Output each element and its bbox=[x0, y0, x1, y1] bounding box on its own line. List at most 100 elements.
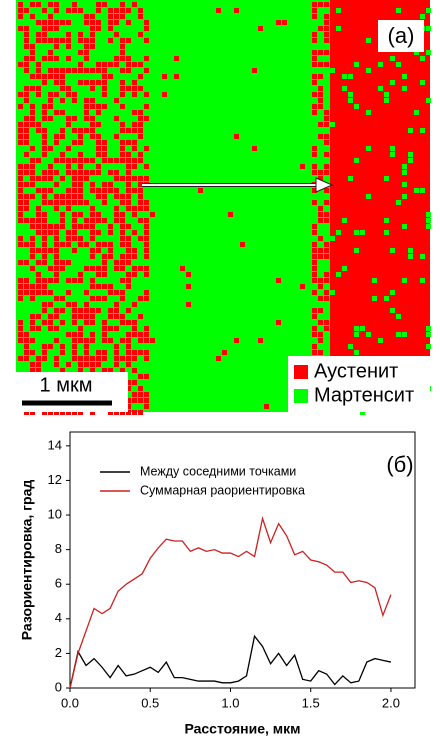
martensite-pixel bbox=[420, 278, 425, 283]
austenite-pixel bbox=[84, 44, 89, 49]
austenite-pixel bbox=[72, 68, 77, 73]
plot-frame bbox=[69, 431, 416, 689]
austenite-pixel bbox=[144, 146, 149, 151]
austenite-pixel bbox=[132, 326, 137, 331]
austenite-pixel bbox=[114, 356, 119, 361]
austenite-pixel bbox=[102, 350, 107, 355]
austenite-pixel bbox=[78, 410, 83, 415]
austenite-pixel bbox=[138, 152, 143, 157]
austenite-pixel bbox=[90, 368, 95, 373]
austenite-pixel bbox=[18, 140, 23, 145]
y-tick-label: 4 bbox=[55, 610, 62, 625]
austenite-pixel bbox=[24, 410, 29, 415]
austenite-pixel bbox=[324, 272, 329, 277]
martensite-pixel bbox=[390, 290, 395, 295]
austenite-pixel bbox=[312, 332, 317, 337]
austenite-pixel bbox=[36, 158, 41, 163]
austenite-pixel bbox=[312, 200, 317, 205]
austenite-pixel bbox=[66, 146, 71, 151]
austenite-pixel bbox=[138, 236, 143, 241]
austenite-pixel bbox=[78, 158, 83, 163]
austenite-pixel bbox=[42, 56, 47, 61]
legend-label: Суммарная раориентировка bbox=[140, 483, 305, 497]
austenite-pixel bbox=[84, 344, 89, 349]
austenite-pixel bbox=[114, 206, 119, 211]
austenite-pixel bbox=[138, 134, 143, 139]
austenite-pixel bbox=[96, 134, 101, 139]
austenite-pixel bbox=[48, 14, 53, 19]
austenite-pixel bbox=[114, 308, 119, 313]
austenite-pixel bbox=[90, 314, 95, 319]
austenite-pixel bbox=[318, 86, 323, 91]
martensite-pixel bbox=[396, 62, 401, 67]
martensite-pixel bbox=[336, 26, 341, 31]
martensite-pixel bbox=[354, 158, 359, 163]
austenite-pixel bbox=[48, 26, 53, 31]
austenite-pixel bbox=[120, 146, 125, 151]
austenite-pixel bbox=[90, 68, 95, 73]
austenite-pixel bbox=[60, 260, 65, 265]
austenite-pixel bbox=[186, 272, 191, 277]
austenite-pixel bbox=[42, 230, 47, 235]
austenite-pixel bbox=[24, 62, 29, 67]
austenite-pixel bbox=[48, 290, 53, 295]
austenite-pixel bbox=[60, 344, 65, 349]
austenite-pixel bbox=[84, 170, 89, 175]
martensite-pixel bbox=[402, 194, 407, 199]
austenite-pixel bbox=[66, 86, 71, 91]
austenite-pixel bbox=[132, 80, 137, 85]
austenite-pixel bbox=[60, 158, 65, 163]
austenite-pixel bbox=[144, 338, 149, 343]
austenite-pixel bbox=[312, 344, 317, 349]
austenite-pixel bbox=[144, 296, 149, 301]
austenite-pixel bbox=[30, 158, 35, 163]
austenite-pixel bbox=[66, 20, 71, 25]
austenite-pixel bbox=[54, 20, 59, 25]
austenite-pixel bbox=[102, 200, 107, 205]
austenite-pixel bbox=[72, 8, 77, 13]
austenite-pixel bbox=[162, 74, 167, 79]
austenite-pixel bbox=[30, 284, 35, 289]
austenite-pixel bbox=[42, 302, 47, 307]
austenite-pixel bbox=[72, 236, 77, 241]
austenite-pixel bbox=[72, 338, 77, 343]
austenite-pixel bbox=[120, 38, 125, 43]
austenite-pixel bbox=[42, 350, 47, 355]
austenite-pixel bbox=[24, 164, 29, 169]
austenite-pixel bbox=[18, 122, 23, 127]
martensite-pixel bbox=[426, 326, 431, 331]
austenite-pixel bbox=[42, 290, 47, 295]
austenite-pixel bbox=[108, 242, 113, 247]
austenite-pixel bbox=[54, 2, 59, 7]
austenite-pixel bbox=[42, 218, 47, 223]
austenite-pixel bbox=[60, 350, 65, 355]
austenite-pixel bbox=[78, 176, 83, 181]
austenite-pixel bbox=[36, 272, 41, 277]
austenite-pixel bbox=[90, 236, 95, 241]
austenite-pixel bbox=[60, 38, 65, 43]
austenite-pixel bbox=[132, 356, 137, 361]
austenite-pixel bbox=[42, 104, 47, 109]
y-tick-label: 8 bbox=[55, 541, 62, 556]
austenite-pixel bbox=[96, 284, 101, 289]
austenite-pixel bbox=[90, 26, 95, 31]
austenite-pixel bbox=[36, 62, 41, 67]
martensite-pixel bbox=[384, 296, 389, 301]
austenite-pixel bbox=[54, 194, 59, 199]
austenite-pixel bbox=[18, 200, 23, 205]
martensite-pixel bbox=[336, 272, 341, 277]
austenite-pixel bbox=[312, 326, 317, 331]
austenite-pixel bbox=[216, 356, 221, 361]
austenite-pixel bbox=[78, 326, 83, 331]
austenite-pixel bbox=[18, 92, 23, 97]
austenite-pixel bbox=[60, 74, 65, 79]
martensite-pixel bbox=[408, 158, 413, 163]
austenite-pixel bbox=[48, 344, 53, 349]
austenite-pixel bbox=[90, 104, 95, 109]
austenite-pixel bbox=[54, 200, 59, 205]
austenite-pixel bbox=[120, 356, 125, 361]
martensite-pixel bbox=[426, 344, 431, 349]
martensite-pixel bbox=[414, 50, 419, 55]
austenite-pixel bbox=[126, 170, 131, 175]
austenite-pixel bbox=[114, 188, 119, 193]
